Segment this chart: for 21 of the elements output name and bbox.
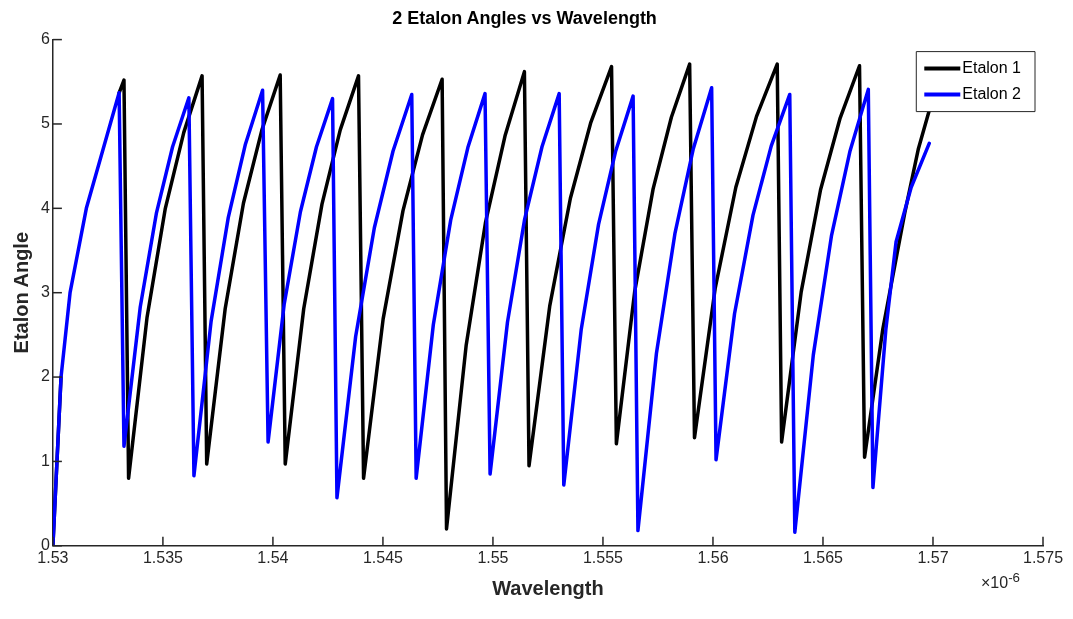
legend-label: Etalon 2 — [962, 85, 1022, 103]
x-axis-title: Wavelength — [492, 576, 604, 599]
y-tick-label: 5 — [40, 114, 50, 132]
x-tick-label: 1.575 — [1022, 548, 1064, 566]
y-tick-label: 6 — [40, 30, 50, 48]
x-tick-label: 1.55 — [477, 548, 509, 566]
y-tick-label: 4 — [40, 198, 50, 216]
chart-title: 2 Etalon Angles vs Wavelength — [392, 7, 657, 28]
legend-label: Etalon 1 — [962, 59, 1022, 77]
x-tick-label: 1.555 — [582, 548, 624, 566]
x-tick-label: 1.54 — [257, 548, 289, 566]
y-axis-title: Etalon Angle — [9, 231, 32, 354]
x-tick-label: 1.545 — [362, 548, 404, 566]
x-tick-label: 1.56 — [697, 548, 729, 566]
y-tick-label: 1 — [40, 451, 50, 469]
y-tick-label: 2 — [40, 367, 50, 385]
x-tick-label: 1.535 — [142, 548, 184, 566]
y-tick-label: 3 — [40, 283, 50, 301]
text: ×10$^{-6}$ — [981, 569, 1020, 592]
x-tick-label: 1.57 — [917, 548, 949, 566]
x-tick-label: 1.565 — [802, 548, 844, 566]
